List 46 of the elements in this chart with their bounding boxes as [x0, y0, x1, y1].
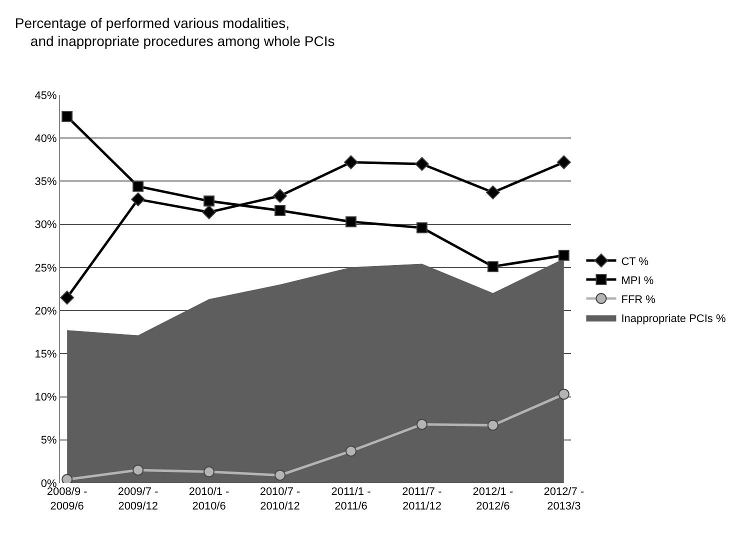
- point: [558, 250, 570, 261]
- y-tick-label: 30%: [34, 219, 58, 232]
- point: [558, 388, 570, 400]
- point: [345, 446, 356, 457]
- y-tick-label: 20%: [34, 305, 58, 318]
- x-tick-label: 2011/1 - 2011/6: [331, 486, 372, 512]
- point: [62, 111, 73, 122]
- x-tick-label: 2010/1 - 2010/6: [188, 486, 230, 512]
- y-tick-label: 10%: [34, 392, 58, 404]
- legend-label: FFR %: [621, 294, 656, 306]
- point: [487, 420, 498, 431]
- y-tick-label: 5%: [40, 434, 58, 447]
- point: [273, 188, 288, 203]
- point: [344, 155, 358, 170]
- point: [274, 470, 286, 481]
- y-tick-label: 45%: [34, 90, 58, 102]
- x-tick-label: 2011/7 - 2011/12: [402, 486, 442, 512]
- point: [60, 290, 74, 305]
- y-tick-label: 40%: [34, 132, 58, 145]
- point: [274, 205, 286, 216]
- point: [416, 418, 428, 430]
- x-tick-label: 2009/7 - 2009/12: [118, 486, 159, 512]
- point: [204, 466, 215, 478]
- point: [202, 205, 216, 220]
- point: [416, 222, 428, 234]
- point: [132, 464, 144, 476]
- point: [414, 156, 429, 171]
- point: [487, 261, 498, 272]
- point: [556, 155, 571, 170]
- point: [345, 216, 356, 228]
- x-tick-label: 2012/1 - 2012/6: [472, 486, 514, 512]
- point: [204, 196, 215, 207]
- y-tick-label: 15%: [34, 348, 58, 361]
- point: [131, 192, 146, 206]
- y-tick-label: 35%: [34, 176, 58, 188]
- point: [132, 180, 144, 192]
- point: [486, 185, 500, 200]
- legend-label: CT %: [621, 256, 649, 268]
- x-tick-label: 2010/7 - 2010/12: [260, 486, 301, 512]
- point: [62, 474, 73, 483]
- x-tick-label: 2008/9 - 2009/6: [46, 486, 88, 512]
- x-tick-label: 2012/7 - 2013/3: [544, 486, 584, 512]
- y-tick-label: 25%: [34, 262, 58, 274]
- legend-label: Inappropriate PCIs %: [621, 312, 726, 325]
- chart-title: Percentage of performed various modalities, and inappropriate procedures among whole PCIs: [14, 14, 335, 50]
- legend-label: MPI %: [621, 274, 654, 287]
